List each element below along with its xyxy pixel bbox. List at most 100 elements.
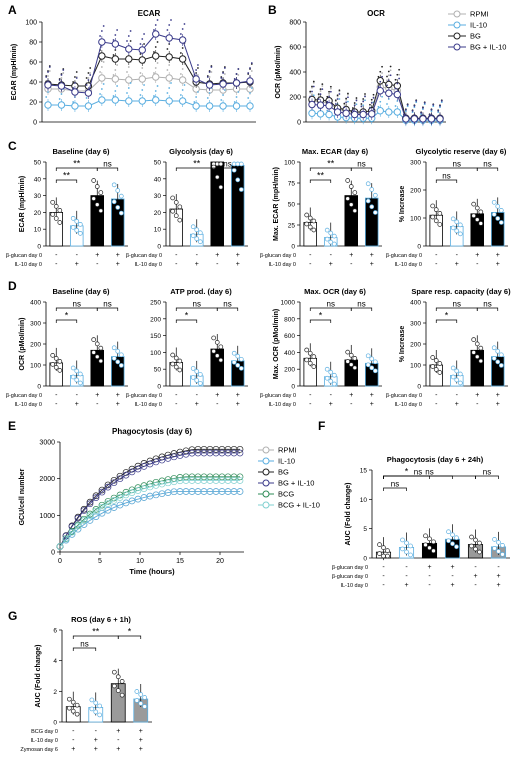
scatter-dot <box>491 345 497 351</box>
data-point <box>316 110 325 118</box>
scatter-dot <box>492 546 497 551</box>
condition-sign: - <box>216 261 219 268</box>
scatter-dot <box>495 359 501 365</box>
scatter-dot <box>166 69 169 71</box>
scatter-dot <box>381 553 386 559</box>
scatter-dot <box>94 184 100 189</box>
data-point <box>325 102 333 110</box>
condition-sign: - <box>474 582 477 589</box>
scatter-dot <box>423 542 428 548</box>
condition-sign: - <box>96 261 99 268</box>
scatter-dot <box>70 708 76 714</box>
scatter-dot <box>138 692 144 697</box>
scatter-dot <box>98 208 104 214</box>
scatter-dot <box>331 241 337 247</box>
scatter-dot <box>309 95 312 98</box>
scatter-dot <box>102 25 105 27</box>
scatter-dot <box>427 545 432 551</box>
scatter-dot <box>307 350 313 356</box>
condition-sign: + <box>496 261 500 268</box>
condition-sign: - <box>476 401 479 408</box>
chart-title: Glycolysis (day 6) <box>169 147 233 156</box>
scatter-dot <box>115 348 121 354</box>
scatter-dot <box>433 218 439 224</box>
scatter-dot <box>491 212 497 217</box>
scatter-dot <box>439 104 441 107</box>
scatter-dot <box>457 231 463 237</box>
scatter-dot <box>469 543 474 549</box>
scatter-dot <box>102 83 105 85</box>
scatter-dot <box>427 536 432 542</box>
scatter-dot <box>400 537 405 543</box>
scatter-dot <box>115 205 121 210</box>
y-tick-label: 0 <box>417 384 421 391</box>
scatter-dot <box>415 101 418 104</box>
data-point <box>98 52 106 60</box>
scatter-dot <box>235 353 241 359</box>
data-point <box>98 74 106 82</box>
x-tick-label: 10 <box>136 558 144 565</box>
data-point <box>192 75 200 83</box>
series-line-3 <box>59 452 240 547</box>
scatter-dot <box>329 90 332 93</box>
data-point <box>104 500 112 507</box>
scatter-dot <box>74 76 76 78</box>
scatter-dot <box>118 363 124 368</box>
scatter-dot <box>377 551 382 556</box>
scatter-dot <box>396 82 399 85</box>
condition-label: β-glucan day 0 <box>332 565 368 571</box>
data-point <box>376 107 384 115</box>
scatter-dot <box>247 97 250 99</box>
data-point <box>92 492 100 500</box>
data-point <box>236 449 244 457</box>
scatter-dot <box>99 35 101 37</box>
scatter-dot <box>309 91 312 94</box>
data-point <box>316 101 325 109</box>
scatter-dot <box>91 178 97 183</box>
scatter-dot <box>430 108 433 111</box>
scatter-dot <box>210 66 213 68</box>
scatter-dot <box>197 230 203 236</box>
data-point <box>368 110 376 118</box>
scatter-dot <box>328 90 330 93</box>
scatter-dot <box>220 77 223 79</box>
scatter-dot <box>89 697 95 703</box>
scatter-dot <box>48 70 51 72</box>
scatter-dot <box>218 184 224 190</box>
scatter-dot <box>235 96 238 98</box>
scatter-dot <box>60 77 63 79</box>
y-tick-label: 20 <box>29 100 37 107</box>
condition-sign: + <box>95 252 99 259</box>
data-point <box>134 487 142 494</box>
data-point <box>86 512 94 519</box>
scatter-dot <box>398 68 401 71</box>
scatter-dot <box>62 72 65 74</box>
condition-sign: - <box>330 392 333 399</box>
significance-label: ns <box>193 300 201 309</box>
chart-title: Spare resp. capacity (day 6) <box>411 287 511 296</box>
scatter-dot <box>495 216 501 221</box>
scatter-dot <box>365 181 371 187</box>
scatter-dot <box>154 90 157 92</box>
scatter-dot <box>197 64 199 66</box>
significance-label: ns <box>483 468 491 477</box>
condition-sign: + <box>236 401 240 408</box>
data-point <box>128 468 136 476</box>
significance-bracket <box>72 647 97 651</box>
y-tick-label: 400 <box>410 300 421 307</box>
scatter-dot <box>168 64 171 66</box>
scatter-dot <box>114 90 117 92</box>
scatter-dot <box>309 90 312 93</box>
scatter-dot <box>57 208 63 213</box>
condition-label: IL-10 day 0 <box>14 402 42 408</box>
scatter-dot <box>343 106 346 109</box>
condition-sign: + <box>329 261 333 268</box>
scatter-dot <box>156 85 159 87</box>
legend-label: BG <box>278 468 289 477</box>
scatter-dot <box>352 356 358 361</box>
significance-label: ** <box>317 171 325 181</box>
y-tick-label: 200 <box>410 342 421 349</box>
scatter-dot <box>197 381 203 386</box>
scatter-dot <box>218 161 224 167</box>
scatter-dot <box>406 105 409 108</box>
